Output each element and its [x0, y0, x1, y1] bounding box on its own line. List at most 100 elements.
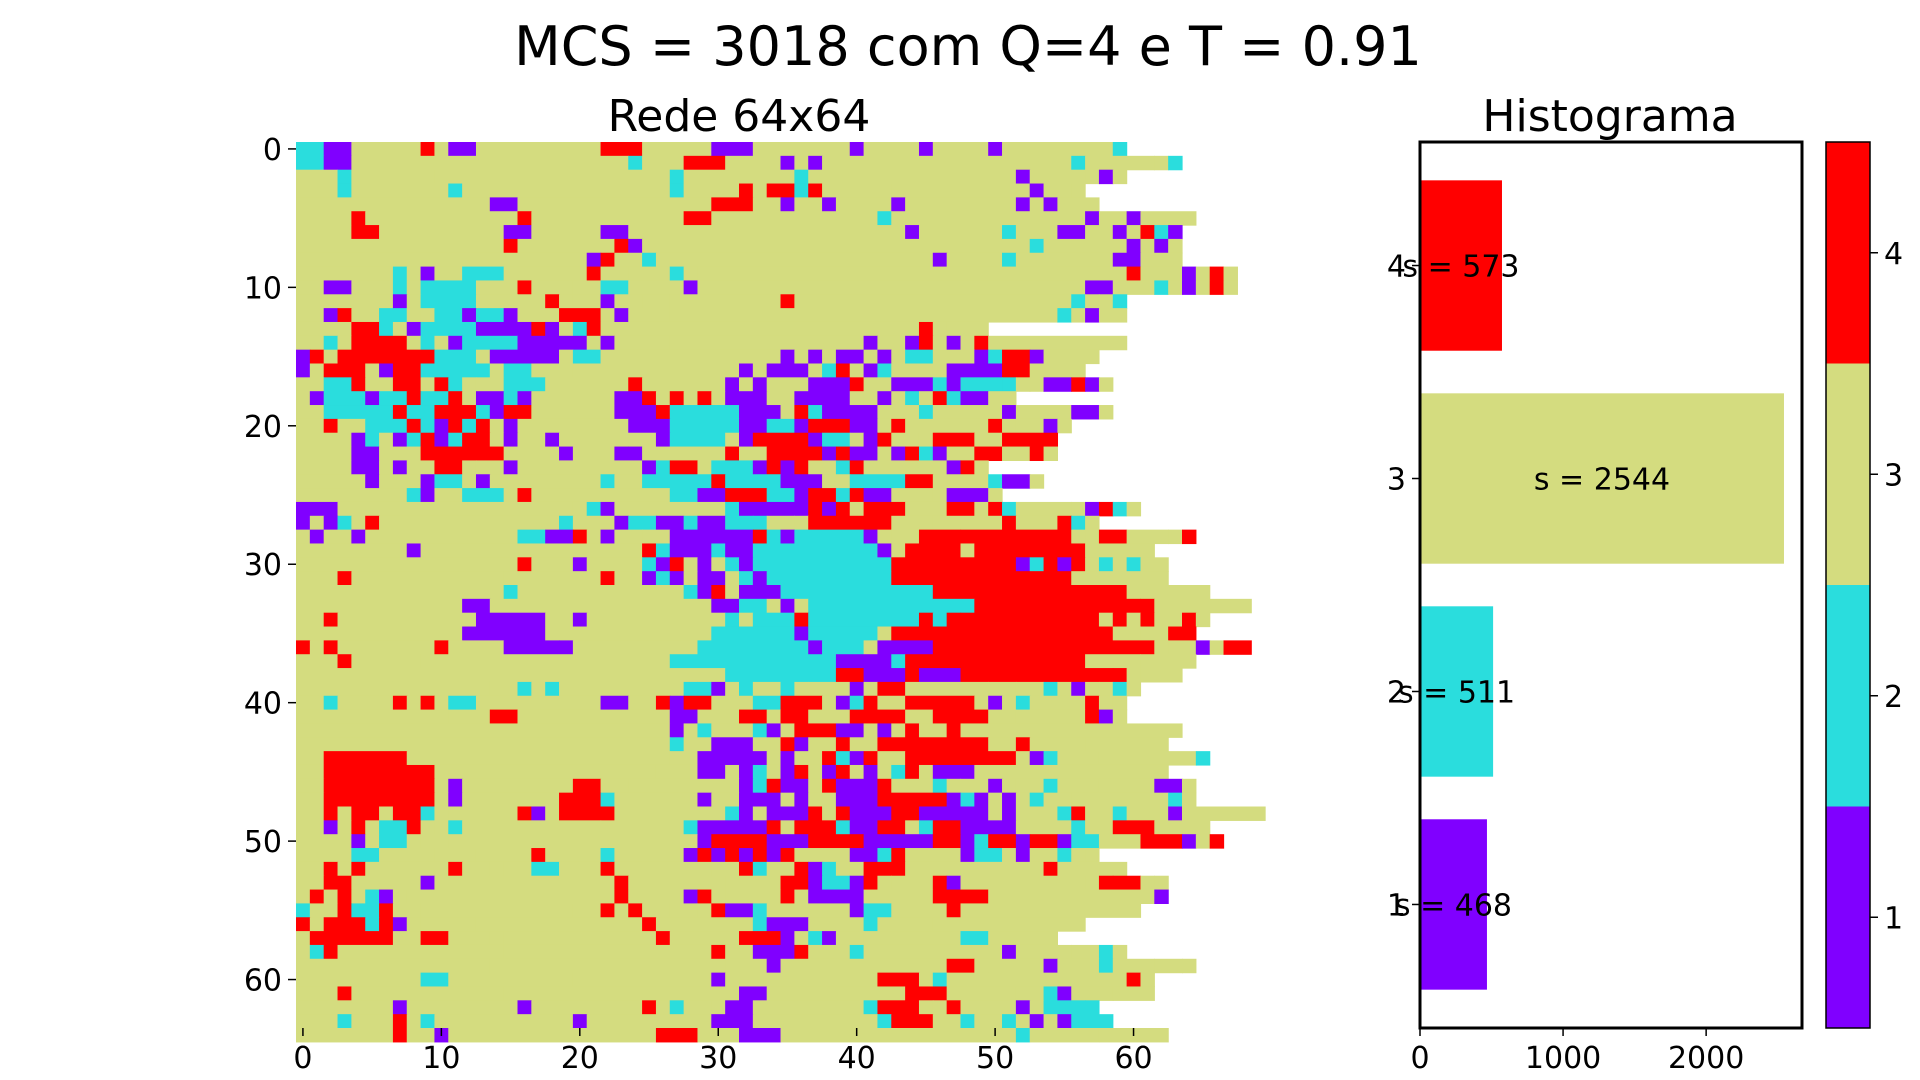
lattice-run	[1098, 958, 1114, 974]
lattice-run	[766, 820, 782, 835]
lattice-run	[766, 460, 782, 475]
lattice-run	[600, 903, 615, 918]
lattice-run	[1002, 363, 1031, 378]
lattice-run	[863, 1000, 879, 1015]
lattice-run	[1002, 446, 1031, 461]
lattice-run	[725, 875, 754, 891]
lattice-run	[711, 944, 726, 960]
lattice-run	[406, 751, 671, 766]
histogram-bar-label: s = 511	[1398, 675, 1515, 710]
lattice-run	[420, 432, 436, 448]
lattice-run	[974, 349, 989, 365]
lattice-run	[559, 681, 616, 697]
lattice-run	[932, 640, 1155, 655]
lattice-run	[586, 543, 643, 558]
lattice-run	[988, 972, 1128, 988]
lattice-run	[974, 446, 1003, 461]
lattice-run	[1195, 266, 1211, 282]
lattice-run	[725, 488, 768, 503]
lattice-run	[462, 834, 699, 849]
lattice-run	[697, 709, 740, 725]
lattice-run	[503, 571, 602, 586]
lattice-run	[420, 820, 436, 835]
lattice-run	[780, 197, 795, 212]
lattice-run	[877, 418, 892, 434]
lattice-run	[752, 944, 795, 960]
lattice-run	[1043, 418, 1058, 434]
lattice-run	[822, 695, 837, 711]
lattice-run	[725, 668, 837, 683]
lattice-run	[932, 834, 962, 849]
lattice-run	[309, 917, 325, 932]
lattice-run	[835, 197, 892, 212]
lattice-run	[1029, 183, 1045, 198]
lattice-run	[1140, 626, 1169, 641]
lattice-run	[337, 515, 352, 531]
lattice-run	[1140, 654, 1197, 669]
lattice-run	[877, 363, 892, 378]
lattice-run	[1140, 972, 1155, 988]
lattice-run	[794, 418, 809, 434]
lattice-run	[891, 543, 906, 558]
lattice-run	[296, 737, 671, 752]
lattice-run	[392, 1028, 408, 1043]
lattice-run	[863, 723, 879, 738]
lattice-run	[877, 640, 934, 655]
lattice-run	[877, 349, 892, 365]
lattice-run	[420, 335, 436, 351]
lattice-run	[572, 557, 588, 572]
lattice-run	[296, 820, 325, 835]
lattice-run	[960, 931, 989, 946]
lattice-run	[420, 294, 477, 309]
lattice-run	[988, 792, 1003, 808]
lattice-run	[960, 391, 989, 406]
lattice-run	[780, 695, 823, 711]
lattice-run	[794, 751, 823, 766]
lattice-run	[614, 238, 629, 254]
lattice-run	[323, 640, 339, 655]
lattice-run	[365, 391, 380, 406]
lattice-run	[337, 571, 352, 586]
lattice-run	[1043, 543, 1072, 558]
lattice-row	[296, 889, 1169, 904]
lattice-run	[448, 1028, 657, 1043]
lattice-run	[572, 321, 588, 337]
lattice-run	[946, 252, 1003, 268]
lattice-run	[642, 543, 657, 558]
lattice-run	[600, 349, 615, 365]
lattice-run	[1043, 778, 1058, 794]
lattice-run	[1085, 377, 1100, 392]
lattice-run	[960, 1014, 975, 1029]
lattice-run	[586, 142, 602, 157]
lattice-run	[1126, 501, 1142, 517]
lattice-run	[323, 889, 339, 904]
lattice-run	[323, 861, 339, 877]
lattice-run	[309, 640, 325, 655]
lattice-run	[1112, 820, 1155, 835]
lattice-run	[1098, 585, 1128, 600]
lattice-run	[891, 764, 906, 780]
lattice-run	[863, 917, 879, 932]
lattice-run	[988, 391, 1017, 406]
histogram-y-tick-label: 1	[1387, 888, 1406, 923]
lattice-run	[379, 432, 394, 448]
lattice-run	[1015, 501, 1072, 517]
lattice-run	[462, 820, 602, 835]
lattice-run	[711, 1000, 726, 1015]
lattice-run	[420, 834, 449, 849]
lattice-row	[296, 931, 1058, 946]
lattice-run	[725, 377, 740, 392]
lattice-run	[503, 944, 519, 960]
lattice-run	[614, 681, 685, 697]
lattice-run	[1168, 806, 1183, 821]
lattice-run	[946, 723, 962, 738]
lattice-run	[849, 848, 879, 863]
lattice-run	[434, 335, 449, 351]
lattice-run	[808, 640, 823, 655]
lattice-run	[296, 681, 339, 697]
lattice-run	[434, 1014, 574, 1029]
lattice-run	[822, 931, 837, 946]
lattice-run	[406, 460, 436, 475]
lattice-run	[392, 460, 408, 475]
lattice-run	[628, 446, 643, 461]
